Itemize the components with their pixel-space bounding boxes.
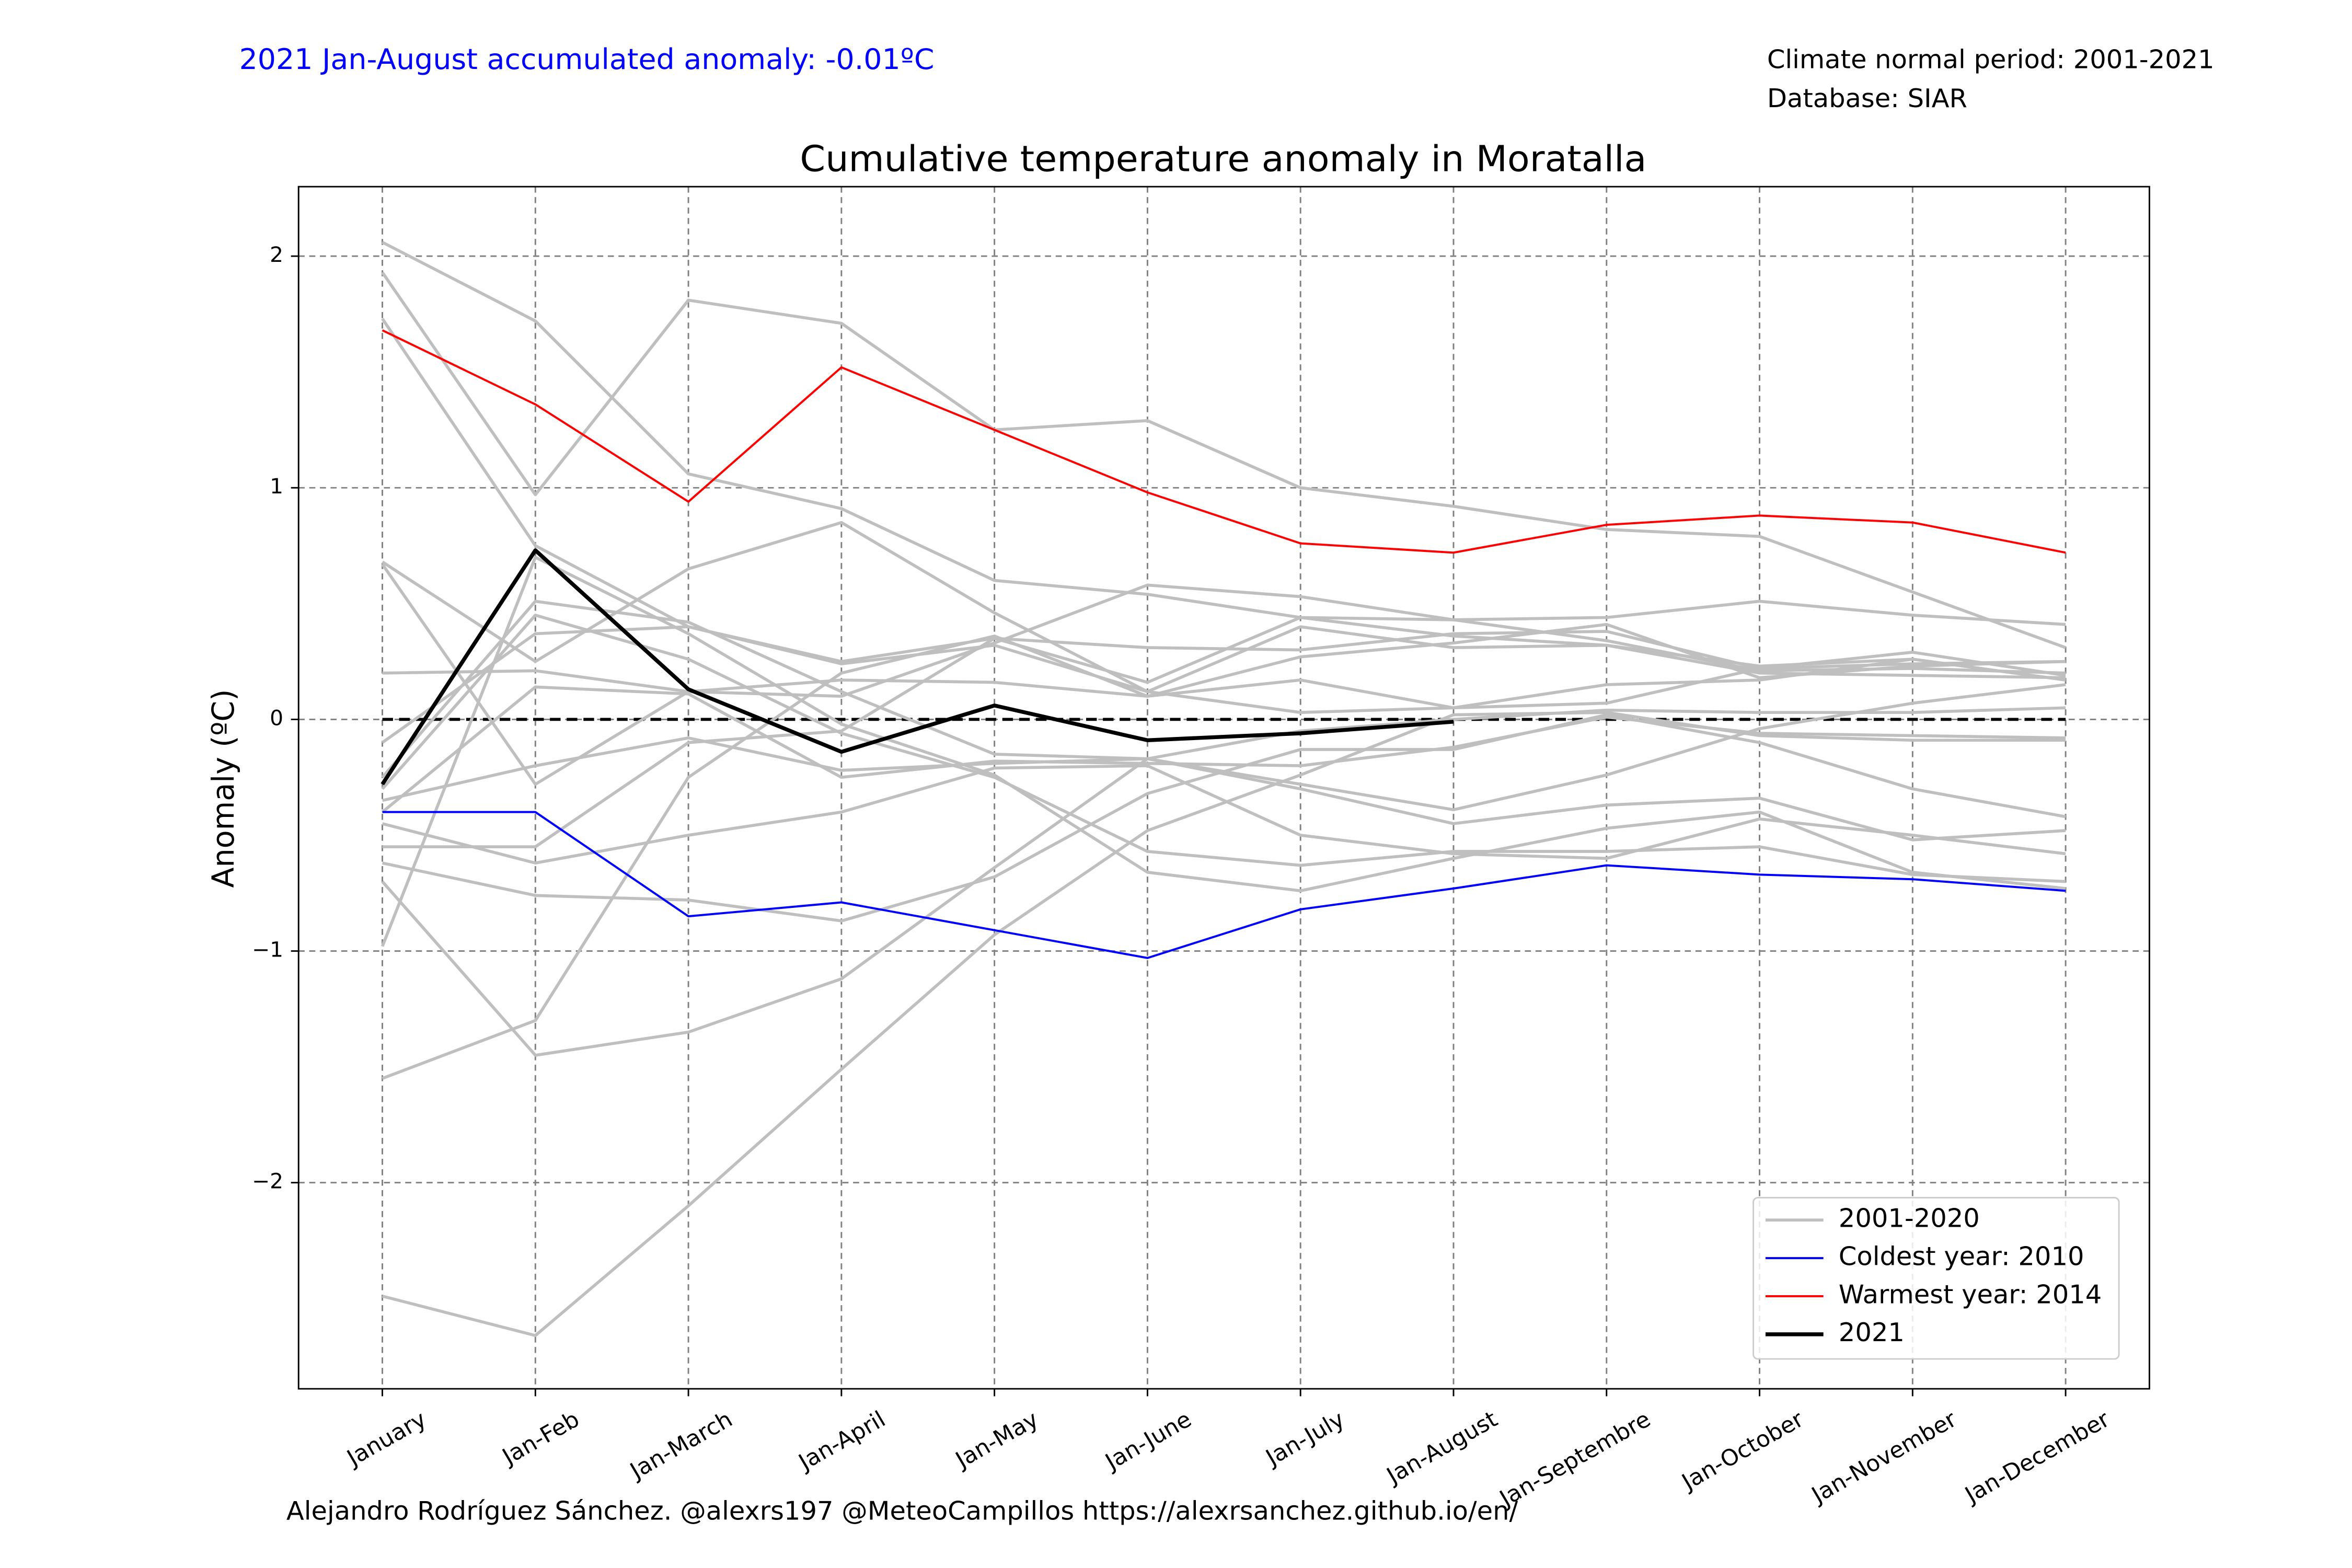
y-tick-label: 2 bbox=[270, 242, 283, 267]
gray-year-line bbox=[381, 706, 2066, 1057]
legend-label: 2001-2020 bbox=[1839, 1203, 1980, 1233]
gray-year-line bbox=[381, 614, 2066, 883]
series-line bbox=[381, 548, 1454, 786]
gray-year-line bbox=[382, 622, 2066, 1080]
info-line: Climate normal period: 2001-2021 bbox=[1767, 44, 2215, 74]
footer: Alejandro Rodríguez Sánchez. @alexrs197 … bbox=[286, 1496, 1518, 1526]
y-axis-label: Anomaly (ºC) bbox=[205, 689, 241, 888]
annotation: 2021 Jan-August accumulated anomaly: -0.… bbox=[239, 43, 935, 76]
y-tick-label: −1 bbox=[252, 937, 283, 962]
gray-year-line bbox=[382, 711, 2066, 1338]
legend-box bbox=[1753, 1197, 2120, 1360]
gray-year-line bbox=[381, 521, 2066, 714]
legend-label: Warmest year: 2014 bbox=[1839, 1279, 2102, 1309]
y-tick-label: −2 bbox=[252, 1169, 283, 1194]
gray-year-line bbox=[381, 271, 2067, 649]
gray-year-line bbox=[381, 599, 2066, 841]
series-line bbox=[382, 811, 2066, 959]
gray-year-line bbox=[382, 616, 2066, 849]
legend-label: Coldest year: 2010 bbox=[1839, 1241, 2084, 1271]
gray-year-line bbox=[381, 685, 2066, 813]
gray-year-line bbox=[382, 683, 2066, 812]
gray-year-line bbox=[381, 625, 2066, 744]
chart-title: Cumulative temperature anomaly in Morata… bbox=[800, 139, 1646, 180]
gray-year-line bbox=[382, 764, 2066, 865]
legend-label: 2021 bbox=[1839, 1318, 1905, 1347]
plot-frame bbox=[297, 186, 2150, 1390]
gray-year-line bbox=[382, 240, 2066, 626]
series-line bbox=[382, 329, 2066, 554]
gray-year-line bbox=[382, 583, 2066, 698]
y-tick-label: 1 bbox=[270, 474, 283, 499]
info-line: Database: SIAR bbox=[1767, 83, 1967, 113]
y-tick-label: 0 bbox=[270, 706, 283, 731]
